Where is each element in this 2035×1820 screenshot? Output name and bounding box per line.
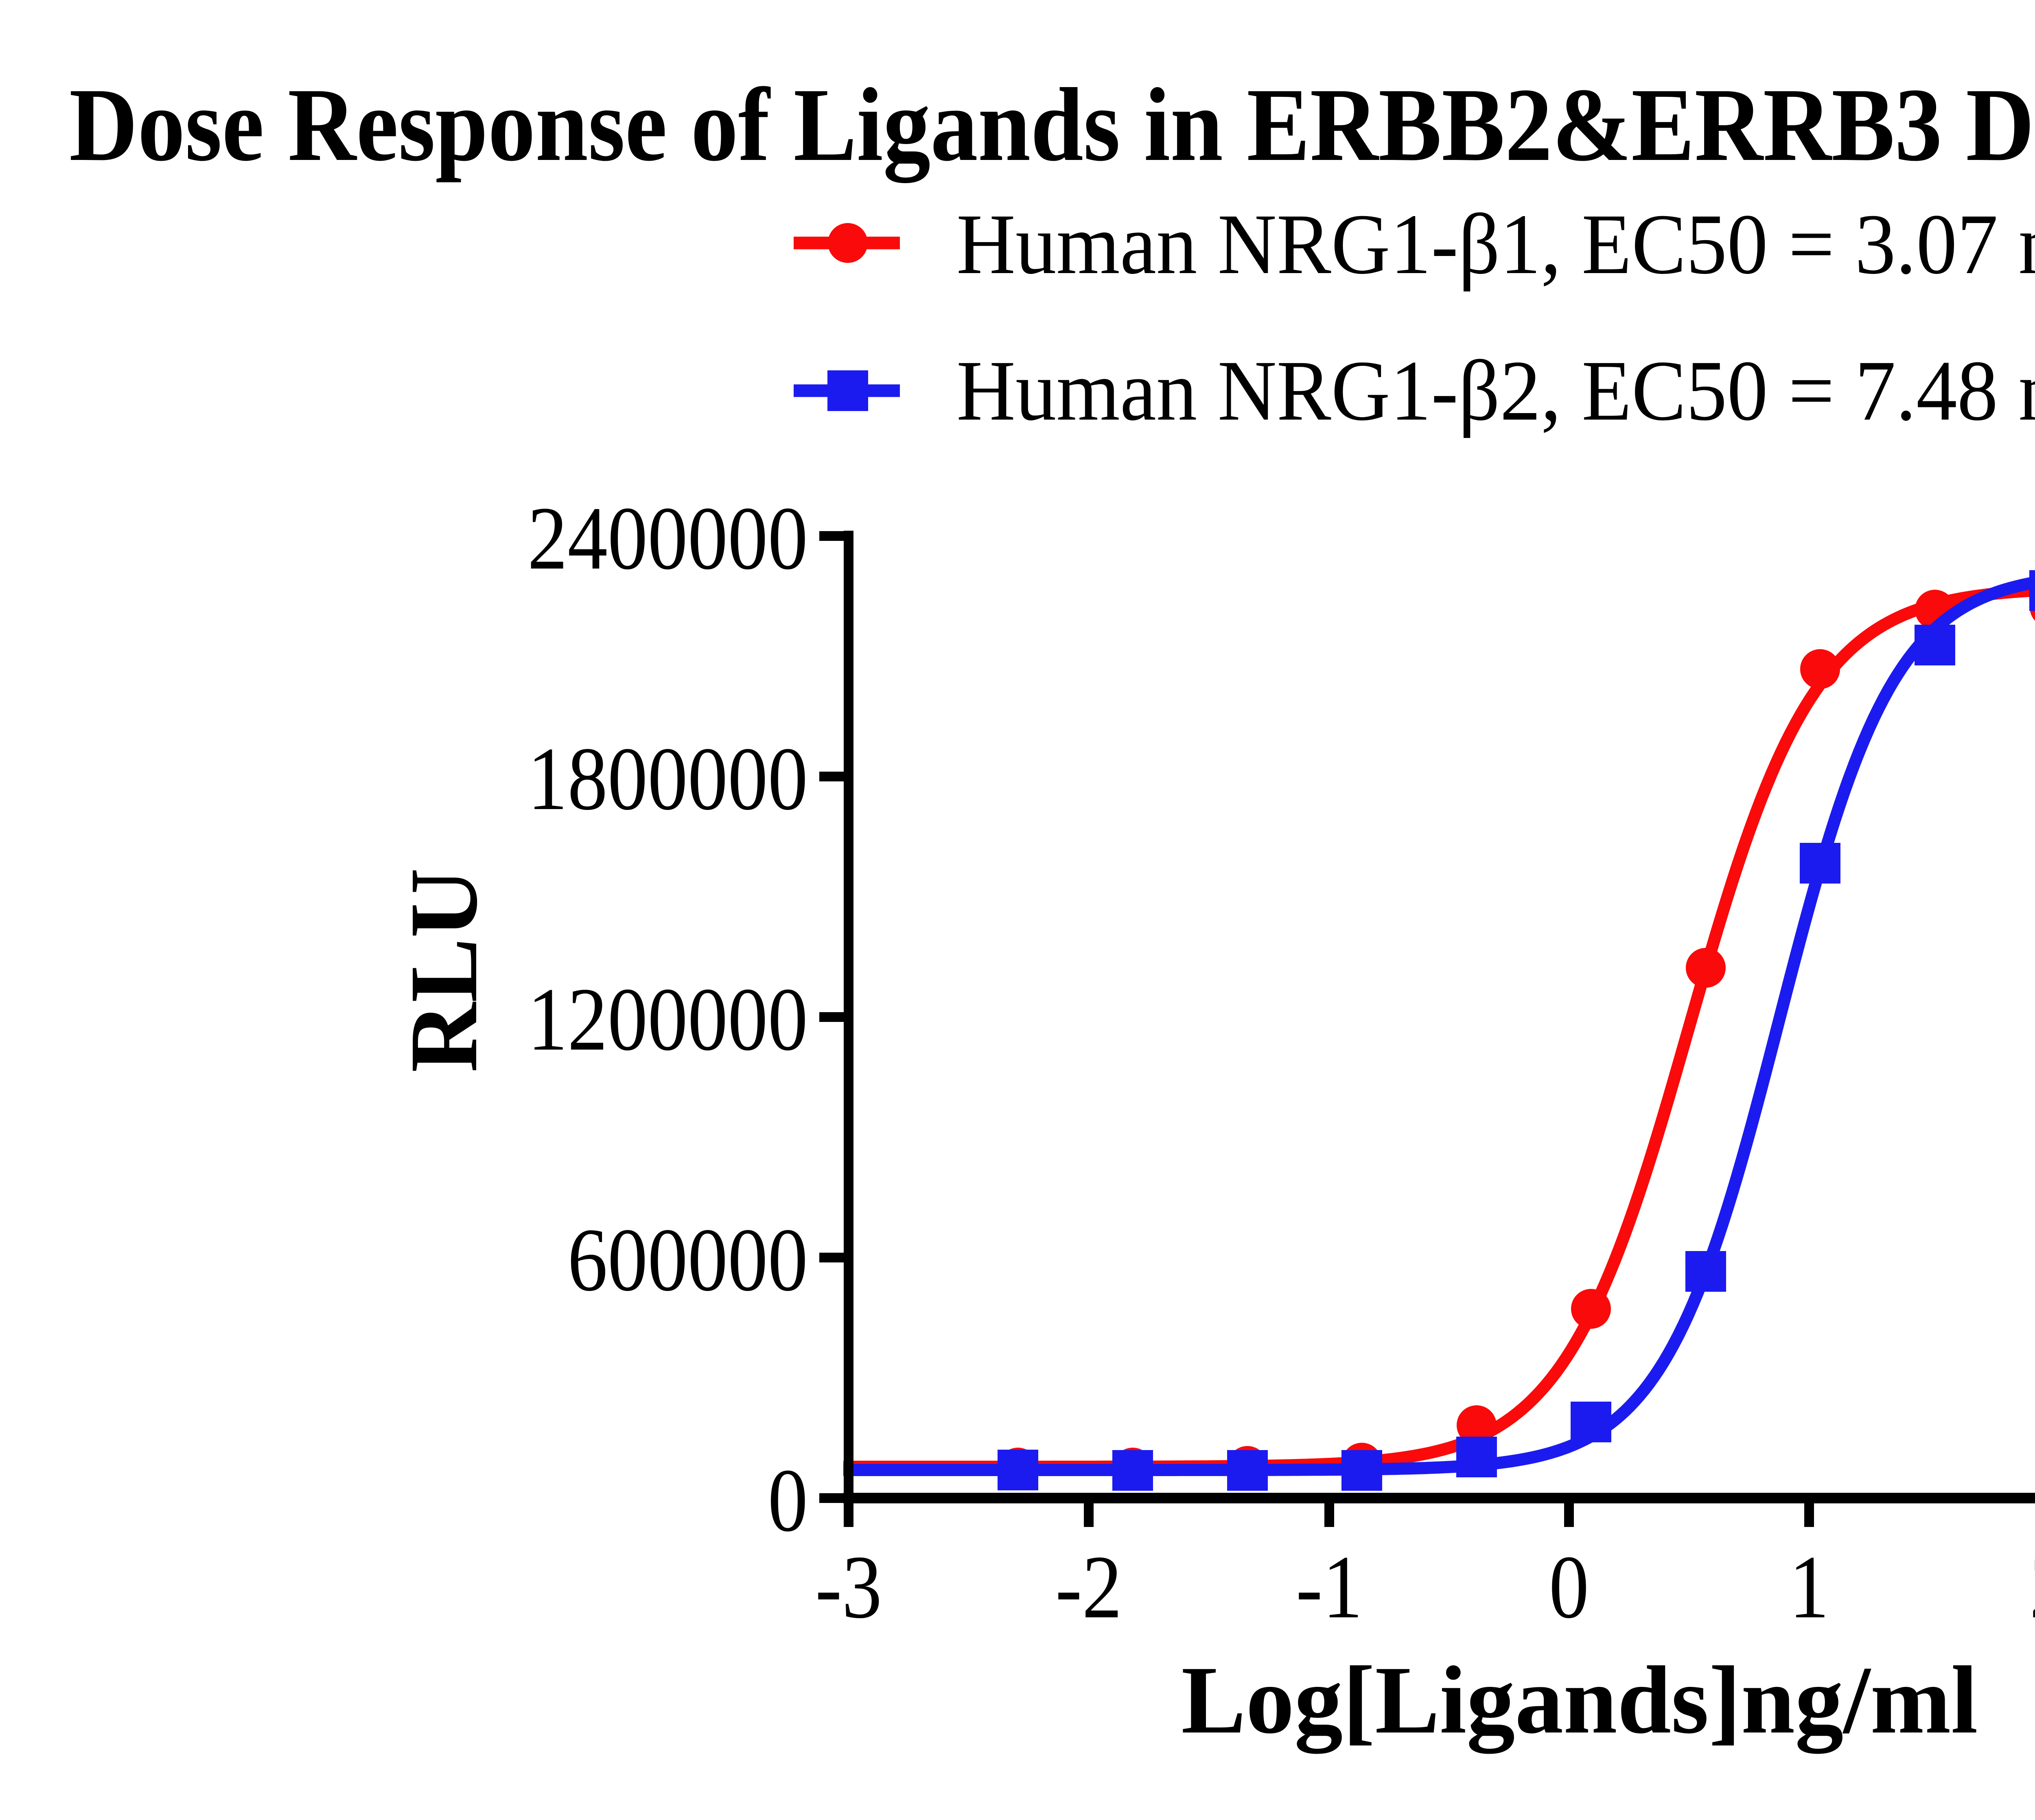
svg-text:-3: -3	[815, 1537, 882, 1637]
svg-text:1800000: 1800000	[527, 729, 808, 829]
svg-text:Human NRG1-β1, EC50 = 3.07 ng/: Human NRG1-β1, EC50 = 3.07 ng/ml	[956, 196, 2035, 292]
svg-text:0: 0	[1549, 1537, 1589, 1637]
svg-text:2: 2	[2030, 1537, 2035, 1637]
svg-text:RLU: RLU	[390, 868, 497, 1073]
svg-text:600000: 600000	[567, 1210, 808, 1310]
svg-text:2400000: 2400000	[527, 488, 808, 588]
svg-text:0: 0	[768, 1450, 808, 1550]
svg-text:1: 1	[1789, 1537, 1829, 1637]
svg-text:Dose Response of Ligands in ER: Dose Response of Ligands in ERBB2&ERRB3 …	[69, 67, 2035, 183]
svg-text:-2: -2	[1055, 1537, 1122, 1637]
svg-text:Log[Ligands]ng/ml: Log[Ligands]ng/ml	[1181, 1647, 1978, 1754]
svg-text:1200000: 1200000	[527, 969, 808, 1069]
svg-text:Human NRG1-β2, EC50 = 7.48 ng/: Human NRG1-β2, EC50 = 7.48 ng/ml	[956, 343, 2035, 438]
svg-text:-1: -1	[1296, 1537, 1363, 1637]
